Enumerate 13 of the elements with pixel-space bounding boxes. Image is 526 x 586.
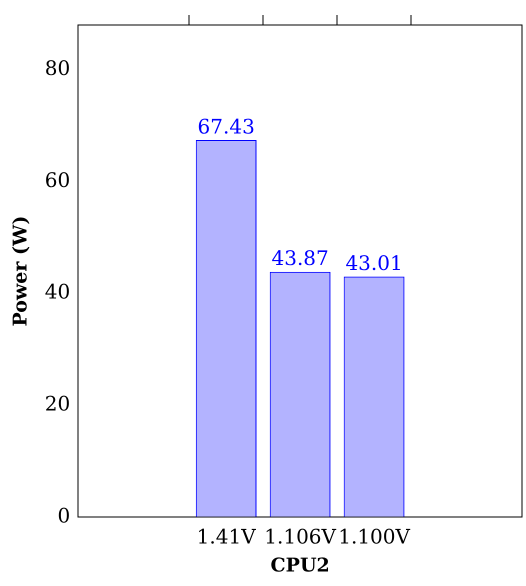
x-axis-title: CPU2 xyxy=(270,554,330,577)
x-tick-label: 1.41V xyxy=(196,524,256,548)
y-axis-title: Power (W) xyxy=(9,216,32,327)
y-tick-label: 60 xyxy=(44,168,70,192)
y-tick-label: 20 xyxy=(44,392,70,416)
data-label: 43.01 xyxy=(345,250,403,275)
y-tick-label: 40 xyxy=(44,280,70,304)
y-tick-label: 0 xyxy=(58,503,70,528)
x-tick-label: 1.106V xyxy=(264,524,337,548)
data-label: 43.87 xyxy=(271,246,329,270)
x-tick-label: 1.100V xyxy=(338,524,410,548)
data-label: 67.43 xyxy=(198,114,255,138)
y-tick-label: 80 xyxy=(44,56,70,80)
